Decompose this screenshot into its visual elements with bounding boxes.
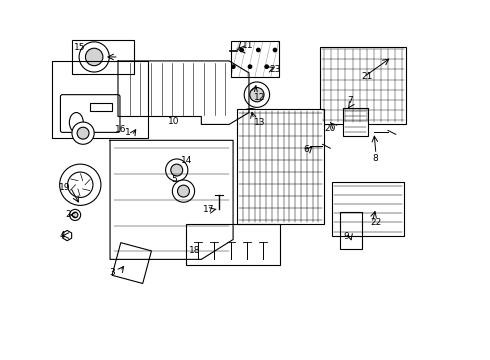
Text: 2: 2 — [66, 211, 71, 220]
Text: 19: 19 — [59, 183, 71, 192]
Circle shape — [250, 87, 264, 102]
Circle shape — [166, 159, 188, 181]
Circle shape — [73, 212, 78, 218]
Text: 9: 9 — [343, 232, 349, 241]
Text: 15: 15 — [74, 43, 85, 52]
Text: 7: 7 — [347, 96, 353, 105]
Circle shape — [70, 210, 81, 220]
Bar — [73, 40, 134, 74]
Circle shape — [68, 172, 93, 198]
Circle shape — [60, 164, 101, 206]
Circle shape — [79, 42, 109, 72]
Circle shape — [177, 185, 190, 197]
Text: 17: 17 — [202, 205, 214, 214]
Text: 8: 8 — [372, 154, 378, 163]
Text: 10: 10 — [168, 117, 179, 126]
Bar — [231, 41, 279, 77]
Circle shape — [171, 164, 183, 176]
Bar — [237, 109, 324, 224]
Text: 13: 13 — [254, 118, 265, 127]
Circle shape — [77, 127, 89, 139]
Text: 23: 23 — [270, 65, 281, 74]
Circle shape — [244, 114, 258, 129]
Text: 16: 16 — [115, 125, 126, 134]
Text: 5: 5 — [172, 175, 177, 184]
Text: 22: 22 — [371, 219, 382, 228]
Text: 14: 14 — [181, 157, 192, 166]
Bar — [320, 47, 406, 125]
Text: 1: 1 — [125, 128, 131, 137]
Circle shape — [85, 48, 103, 66]
Bar — [52, 61, 148, 138]
Text: 21: 21 — [361, 72, 372, 81]
Bar — [340, 212, 362, 249]
Bar — [90, 103, 112, 111]
Circle shape — [238, 109, 264, 134]
Bar — [112, 243, 151, 283]
Text: 11: 11 — [242, 41, 253, 50]
Text: 6: 6 — [304, 145, 310, 154]
Text: 20: 20 — [324, 125, 336, 134]
Circle shape — [72, 122, 94, 144]
Circle shape — [244, 82, 270, 107]
Text: 12: 12 — [254, 93, 265, 102]
Polygon shape — [63, 230, 72, 241]
Bar — [186, 224, 279, 265]
Circle shape — [172, 180, 195, 202]
Text: 18: 18 — [189, 246, 200, 255]
Text: 3: 3 — [109, 267, 115, 276]
Bar — [343, 108, 368, 136]
Bar — [332, 182, 404, 235]
Text: 4: 4 — [59, 231, 65, 240]
